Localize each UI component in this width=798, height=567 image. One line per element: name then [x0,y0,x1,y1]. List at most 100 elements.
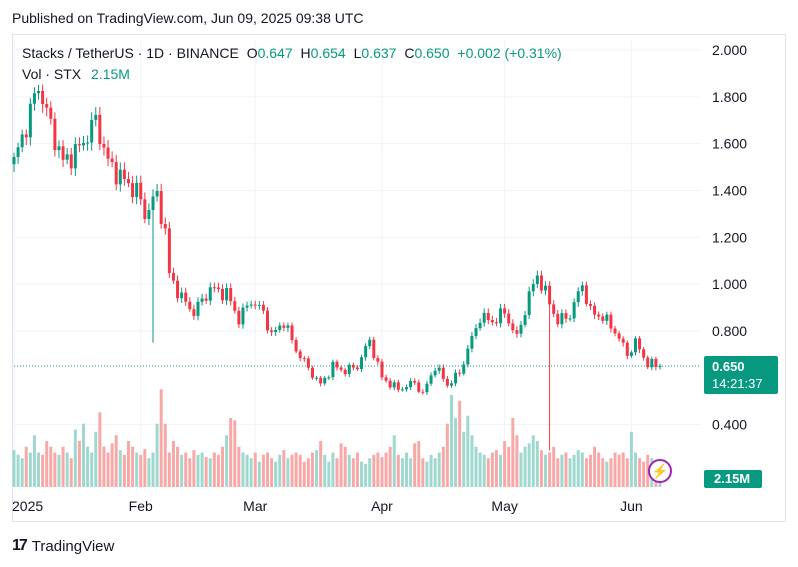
volume-bar [319,441,323,487]
candle-body [229,288,233,302]
volume-bar [118,450,122,487]
candle-body [458,372,462,374]
candle-body [392,382,396,388]
candle-body [441,367,445,379]
volume-bar [204,457,208,487]
candle-body [535,275,539,284]
candle-body [474,328,478,336]
volume-bar [588,454,592,487]
volume-bar [49,446,53,487]
volume-bar [200,452,204,487]
volume-bar [131,446,135,487]
candle-body [77,144,81,146]
y-tick-label: 1.000 [712,276,747,292]
volume-bar [560,454,564,487]
candle-body [41,91,45,105]
volume-bar [478,452,482,487]
volume-bar [86,446,90,487]
candle-body [159,191,163,224]
volume-bar [486,458,490,487]
candle-body [82,142,86,146]
candle-body [445,378,449,386]
volume-bar [474,446,478,487]
volume-bar [180,454,184,487]
candle-body [147,210,151,219]
candle-body [282,325,286,328]
volume-bar [212,452,216,487]
candle-body [531,283,535,292]
candle-body [237,310,241,325]
candle-body [499,308,503,324]
candle-body [642,349,646,358]
volume-bar [355,452,359,487]
volume-bar [421,458,425,487]
volume-bar [261,454,265,487]
y-tick-label: 1.800 [712,89,747,105]
candle-body [327,377,331,379]
symbol-label[interactable]: Stacks / TetherUS · 1D · BINANCE [22,45,239,61]
volume-bar [286,458,290,487]
volume-bar [372,454,376,487]
volume-bar [73,429,77,487]
volume-bar [327,461,331,487]
volume-bar [294,452,298,487]
x-tick-label: Feb [129,498,153,514]
volume-bar [147,458,151,487]
tradingview-logo[interactable]: 17 TradingView [12,537,114,555]
x-tick-label: May [491,498,517,514]
volume-bar [531,435,535,487]
candle-body [208,287,212,301]
candle-body [437,367,441,371]
candle-body [37,91,41,94]
legend-ohlc: Stacks / TetherUS · 1D · BINANCE O0.647 … [22,45,562,61]
candle-body [49,107,53,119]
volume-bar [135,452,139,487]
candle-body [151,196,155,211]
volume-bar [335,458,339,487]
candle-body [482,312,486,323]
volume-bar [523,446,527,487]
candle-body [588,303,592,306]
candle-body [257,304,261,306]
candle-body [576,291,580,303]
volume-bar [57,454,61,487]
candle-body [69,154,73,169]
volume-bar [638,458,642,487]
candle-body [323,377,327,384]
candle-body [572,302,576,319]
candle-body [490,320,494,323]
volume-bar [270,458,274,487]
volume-bar [494,450,498,487]
candle-body [274,329,278,333]
candle-body [584,285,588,304]
candle-body [601,316,605,321]
volume-bar [163,423,167,487]
candle-body [102,143,106,148]
close-label: C [404,45,415,61]
high-label: H [300,45,311,61]
y-axis: 2.000 1.800 1.600 1.400 1.200 1.000 0.800 0.400 [712,42,747,433]
candle-body [331,361,335,378]
candle-body [315,377,319,379]
candle-body [253,304,257,306]
volume-bar [171,441,175,487]
volume-bar [139,454,143,487]
volume-bar [388,446,392,487]
volume-bar [629,431,633,487]
y-tick-label: 1.400 [712,182,747,198]
volume-bar [384,452,388,487]
volume-bar [61,446,65,487]
candle-body [633,338,637,353]
volume-label[interactable]: Vol · STX [22,66,82,82]
volume-bar [511,418,515,487]
candle-body [110,158,114,163]
candle-body [163,223,167,229]
y-tick-label: 2.000 [712,42,747,58]
volume-bar [568,458,572,487]
candle-body [425,383,429,393]
lightning-icon[interactable]: ⚡ [648,459,672,483]
candle-body [376,358,380,362]
volume-bar [507,446,511,487]
candle-body [405,387,409,390]
